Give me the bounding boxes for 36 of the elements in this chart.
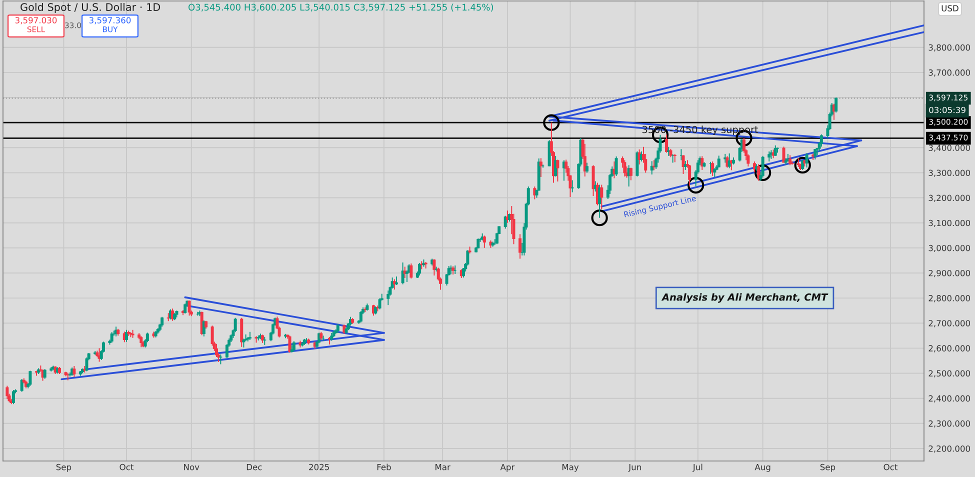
y-tick-label: 2,300.000 xyxy=(928,420,970,428)
annotation: O3,545.400 H3,600.205 L3,540.015 C3,597.125 +51.255 (+1.45%) xyxy=(188,4,494,12)
y-tick-label: 3,700.000 xyxy=(928,69,970,77)
y-tick-label: 2,700.000 xyxy=(928,320,970,328)
x-tick-label: Jul xyxy=(692,464,702,472)
x-tick-label: Sep xyxy=(820,464,836,472)
y-tick-label: 2,900.000 xyxy=(928,270,970,278)
x-tick-label: Dec xyxy=(246,464,262,470)
y-tick-label: 3,400.000 xyxy=(928,144,970,152)
y-tick-label: 2,500.000 xyxy=(928,370,970,378)
text: 03:05:39 xyxy=(929,106,966,114)
y-tick-label: 3,200.000 xyxy=(928,194,970,202)
y-tick-label: 3,000.000 xyxy=(928,244,970,252)
y-tick-label: 3,100.000 xyxy=(928,220,970,227)
y-tick-label: 2,400.000 xyxy=(928,395,970,402)
x-tick-label: 2025 xyxy=(309,464,329,470)
x-tick-label: Jun xyxy=(628,464,641,472)
y-tick-label: 2,800.000 xyxy=(928,295,970,302)
x-tick-label: Mar xyxy=(436,464,450,470)
annotation: Analysis by Ali Merchant, CMT xyxy=(661,293,828,303)
annotation: 3,597.030 xyxy=(15,17,57,24)
y-tick-label: 3,300.000 xyxy=(928,170,970,177)
text: USD xyxy=(942,5,958,12)
y-tick-label: 3,800.000 xyxy=(928,44,970,52)
y-tick-label: 2,600.000 xyxy=(928,345,970,352)
x-tick-label: Feb xyxy=(377,464,391,470)
x-tick-label: May xyxy=(562,464,579,472)
x-tick-label: Apr xyxy=(500,464,515,472)
x-tick-label: Oct xyxy=(120,464,134,470)
annotation: 3,597.360 xyxy=(89,17,131,24)
x-tick-label: Nov xyxy=(184,464,200,470)
y-tick-label: 2,200.000 xyxy=(928,445,970,453)
chart-title: Gold Spot / U.S. Dollar · 1D xyxy=(20,2,160,14)
x-tick-label: Aug xyxy=(754,464,770,472)
x-tick-label: Oct xyxy=(884,464,898,470)
x-tick-label: Sep xyxy=(56,464,72,472)
